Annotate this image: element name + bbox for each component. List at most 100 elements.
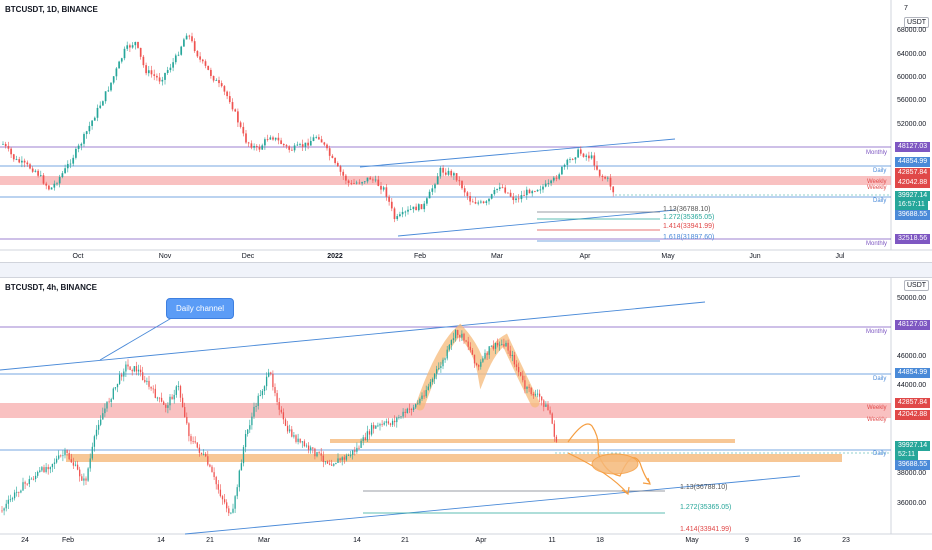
daily-channel-callout[interactable]: Daily channel [166,298,234,319]
fib-label: 1.618(31897.60) [663,234,715,241]
candle-body [172,62,174,68]
channel-lower-line [397,209,676,237]
candle-body [499,344,501,346]
candle-body [72,462,75,466]
price-tick: 46000.00 [897,353,927,360]
candle-body [104,91,107,102]
candle-body [123,48,126,59]
countdown-chip: 52:11 [895,450,918,460]
date-tick: 11 [548,537,556,544]
candle-body [163,401,165,405]
candle-body [429,381,432,387]
settings-icon[interactable]: 7 [902,4,910,13]
candle-body [242,447,245,464]
candle-body [512,196,515,201]
candle-body [440,366,442,368]
candle-body [166,70,169,73]
candle-body [215,477,217,485]
candle-body [296,144,299,146]
candle-body [480,201,482,203]
candle-body [261,145,264,150]
currency-button[interactable]: USDT [904,17,930,28]
candle-body [284,419,287,426]
candle-body [358,447,360,449]
candle-body [551,413,553,424]
daily-chart-title: BTCUSDT, 1D, BINANCE [5,5,98,14]
candle-body [342,171,345,176]
candle-body [544,183,547,187]
candle-body [83,478,85,481]
candle-body [121,374,123,377]
candle-body [579,149,582,154]
candle-body [370,425,373,435]
candle-body [368,431,371,435]
candle-body [278,402,280,410]
candle-body [217,484,219,490]
candle-body [24,482,26,484]
candle-body [360,440,362,448]
candle-body [461,181,463,189]
candle-body [7,146,10,149]
candle-body [364,437,366,441]
candle-body [469,346,471,351]
candle-body [515,198,517,201]
candle-body [347,455,350,457]
candle-body [18,159,21,163]
candle-body [146,380,148,382]
candle-body [15,159,18,160]
candle-body [350,182,353,184]
candle-body [51,463,54,468]
candle-body [410,409,413,410]
candle-body [522,375,524,381]
candle-body [79,469,81,477]
currency-button[interactable]: USDT [904,280,930,291]
candle-body [396,417,398,423]
candle-body [566,159,569,165]
candle-body [137,369,140,372]
candle-body [129,45,131,48]
candle-body [280,140,282,145]
candle-body [561,166,563,175]
date-tick: 16 [793,537,801,544]
candle-body [417,204,420,211]
candle-body [97,424,100,430]
daily-chart-canvas[interactable] [0,0,932,262]
candle-body [530,387,532,395]
4h-chart-pane[interactable]: BTCUSDT, 4h, BINANCE USDT Daily channel … [0,278,932,550]
candle-body [431,188,434,192]
arrow-head [621,486,630,496]
candle-body [379,424,381,426]
candle-body [257,395,259,406]
candle-body [96,107,99,118]
daily-chart-pane[interactable]: BTCUSDT, 1D, BINANCE 7 USDT 68000.00 640… [0,0,932,262]
candle-body [555,436,558,442]
candle-body [323,142,326,145]
candle-body [234,496,236,509]
candle-body [438,367,440,370]
date-tick: Oct [72,253,84,260]
price-tick: 56000.00 [897,97,927,104]
candle-body [459,334,461,338]
price-level-chip: 44854.99 [895,368,931,378]
candle-body [145,65,147,74]
candle-body [478,365,480,367]
candle-body [226,91,228,97]
4h-chart-canvas[interactable] [0,278,932,550]
candle-body [463,333,465,341]
candle-body [331,155,334,158]
candle-body [134,41,137,46]
support-zone [330,439,735,443]
candle-body [390,201,393,209]
candle-body [123,371,125,377]
candle-body [55,458,58,463]
candle-body [493,190,496,195]
candle-body [496,342,499,346]
candle-body [274,137,277,140]
candle-body [185,35,188,40]
date-tick: 23 [842,537,850,544]
candle-body [204,61,207,66]
candle-body [482,358,484,362]
pane-separator[interactable] [0,262,932,278]
price-tick: 68000.00 [897,27,927,34]
candle-body [339,166,342,172]
